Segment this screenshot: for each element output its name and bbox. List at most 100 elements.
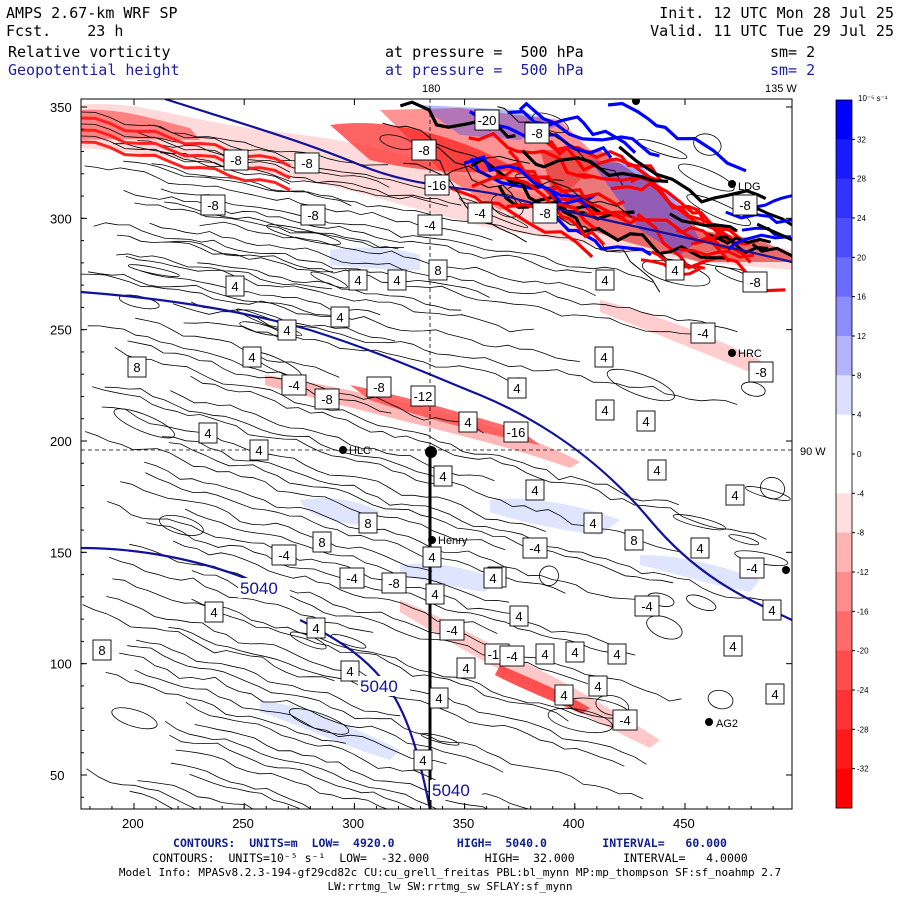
colorbar-swatch	[836, 690, 852, 730]
colorbar-tick-label: -16	[857, 607, 869, 616]
jet-ribbon	[496, 162, 641, 226]
vorticity-label-text: -4	[506, 649, 518, 664]
vorticity-contour-loop	[728, 534, 760, 546]
vorticity-label: -8	[223, 149, 249, 171]
jet-ribbon	[751, 194, 792, 210]
vorticity-contour-line	[160, 188, 654, 283]
vorticity-label-text: 4	[541, 647, 548, 662]
vorticity-label: -4	[499, 645, 525, 667]
vorticity-label-box	[300, 204, 326, 226]
vorticity-label-text: -8	[230, 153, 242, 168]
station-marker	[339, 446, 347, 454]
height-label-2: 5040	[360, 677, 398, 696]
vorticity-label-box	[225, 275, 245, 297]
vorticity-contour-line	[148, 124, 389, 166]
vorticity-label-text: -8	[373, 380, 385, 395]
jet-ribbon	[81, 128, 291, 180]
colorbar-tick-label: -4	[857, 489, 865, 498]
vorticity-label-text: -8	[755, 365, 767, 380]
jet-ribbon	[727, 233, 792, 251]
vorticity-contour-line	[197, 262, 462, 311]
vorticity-label-box	[624, 529, 644, 551]
vorticity-label-box	[413, 749, 433, 771]
vorticity-label: -8	[732, 194, 758, 216]
vorticity-label-text: -16	[428, 178, 447, 193]
vorticity-label-text: 4	[531, 483, 538, 498]
colorbar-swatch	[836, 139, 852, 180]
vorticity-label: 4	[595, 399, 615, 421]
colorbar-swatch	[836, 493, 852, 534]
vorticity-label: 4	[422, 546, 442, 568]
vorticity-contour-loop	[127, 264, 180, 278]
vorticity-label-text: -8	[321, 392, 333, 407]
fcst-value: 23 h	[87, 22, 124, 40]
vorticity-contour-loop	[420, 732, 460, 746]
vorticity-label-box	[312, 531, 332, 553]
vorticity-label-box	[330, 306, 350, 328]
colorbar-swatch	[836, 729, 852, 770]
y-tick-label: 300	[50, 211, 72, 226]
vorticity-label-text: -12	[414, 389, 433, 404]
vorticity-label-box	[127, 356, 147, 378]
jet-ribbon	[506, 202, 606, 246]
vorticity-label-text: 4	[601, 273, 608, 288]
vorticity-label-text: -4	[346, 571, 358, 586]
vorticity-contour-line	[189, 773, 301, 809]
vorticity-label: 4	[249, 439, 269, 461]
vorticity-label-text: -8	[307, 208, 319, 223]
vorticity-label-box	[306, 617, 326, 639]
vorticity-label: -8	[524, 122, 550, 144]
vorticity-label-text: 8	[434, 263, 441, 278]
vorticity-label-text: -4	[697, 326, 709, 341]
vorticity-label-box	[607, 643, 627, 665]
vorticity-contour-line	[101, 406, 546, 532]
pressure1-label: at pressure = 500 hPa	[385, 43, 584, 61]
vorticity-contour-line	[116, 234, 334, 273]
jet-ribbon	[81, 140, 291, 192]
vorticity-label-box	[198, 422, 218, 444]
height-labels: 5040 5040 5040	[238, 578, 482, 800]
jet-ribbon	[756, 222, 792, 242]
vorticity-label-box	[524, 122, 550, 144]
vorticity-label-text: 4	[515, 609, 522, 624]
vorticity-label: 4	[607, 643, 627, 665]
jet-ribbon	[403, 162, 527, 243]
vorticity-contour-line	[136, 639, 401, 717]
vorticity-label-text: -8	[739, 198, 751, 213]
vorticity-label-box	[742, 271, 768, 293]
jet-ribbon	[518, 101, 660, 158]
vorticity-label-box	[503, 421, 529, 443]
vorticity-contour-line	[82, 604, 335, 682]
vorticity-label-text: -8	[749, 275, 761, 290]
vorticity-label-text: 4	[489, 571, 496, 586]
vorticity-label-text: 4	[653, 463, 660, 478]
jet-ribbon	[81, 123, 291, 173]
vorticity-label: 4	[647, 459, 667, 481]
vorticity-contour-line	[93, 222, 490, 298]
station-marker	[425, 446, 437, 458]
station-marker	[428, 536, 436, 544]
vorticity-label: 4	[507, 377, 527, 399]
vorticity-contour-line	[127, 645, 644, 800]
vorticity-labels: -8 -8 -8 -8 -8 -20 -8 -16 -4 -4 -8 -8 8 4 4 4 4 4 4 8 4 4 -8 4 4…	[92, 109, 785, 771]
colorbar-swatch	[836, 650, 852, 691]
vorticity-label: 4	[456, 657, 476, 679]
vorticity-label: 8	[624, 529, 644, 551]
vorticity-label-box	[410, 385, 436, 407]
vorticity-label: 4	[306, 617, 326, 639]
sm2-label: sm= 2	[770, 61, 816, 79]
vorticity-label: 4	[723, 635, 743, 657]
vorticity-contour-loop	[159, 514, 204, 536]
vorticity-label-box	[690, 322, 716, 344]
vorticity-label: 4	[204, 601, 224, 623]
vorticity-label-text: 4	[600, 350, 607, 365]
vorticity-label: -8	[366, 376, 392, 398]
jet-ribbon	[449, 186, 594, 259]
lon-label-90w: 90 W	[800, 446, 826, 458]
vorticity-contour-line	[137, 780, 254, 809]
vorticity-label-box	[249, 439, 269, 461]
vorticity-label-box	[223, 149, 249, 171]
vorticity-contour-line	[194, 724, 488, 809]
colorbar-tick-label: -12	[857, 568, 869, 577]
